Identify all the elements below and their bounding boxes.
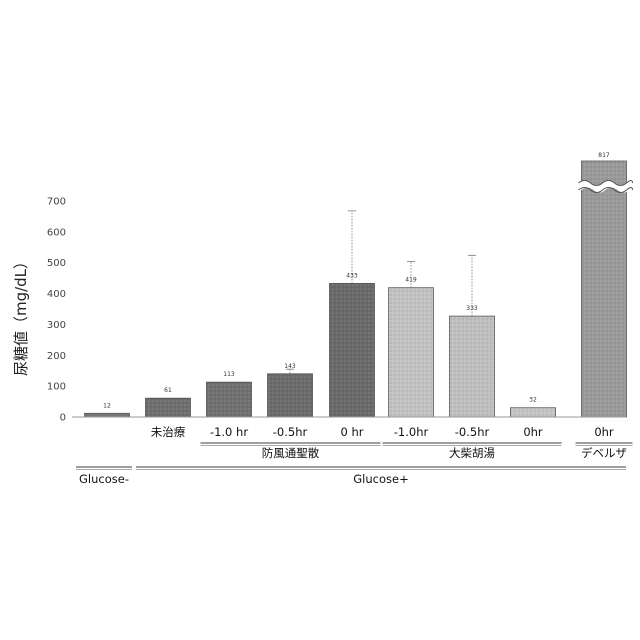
bar-texture — [206, 382, 252, 417]
bars — [84, 160, 633, 418]
category-label: 0 hr — [341, 425, 364, 439]
group-label: Glucose- — [79, 472, 129, 486]
bar-texture — [267, 373, 313, 417]
category-label: -0.5hr — [273, 425, 308, 439]
category-label: 0hr — [594, 425, 614, 439]
data-label: 143 — [284, 363, 296, 370]
bar-texture — [510, 407, 556, 417]
bar-texture — [388, 287, 434, 417]
category-label: -1.0hr — [394, 425, 429, 439]
y-tick-label: 200 — [47, 351, 66, 362]
category-labels: 未治療 -1.0 hr -0.5hr 0 hr -1.0hr -0.5hr 0hr 0hr — [151, 425, 614, 439]
y-tick-label: 600 — [47, 227, 66, 238]
data-label: 61 — [164, 387, 172, 394]
data-label: 419 — [405, 277, 417, 284]
y-tick-label: 0 — [60, 413, 66, 424]
data-label: 12 — [103, 402, 111, 409]
data-label: 333 — [466, 305, 478, 312]
y-tick-label: 100 — [47, 382, 66, 393]
data-labels: 12 61 113 143 433 419 333 32 817 — [103, 152, 610, 409]
bar-texture — [145, 398, 191, 417]
data-label: 113 — [223, 371, 235, 378]
bar-texture — [84, 413, 130, 417]
data-label: 817 — [598, 152, 610, 159]
group-labels: 防風通聖散 大柴胡湯 デベルザ Glucose- Glucose+ — [76, 442, 633, 486]
error-bars — [286, 210, 476, 374]
y-axis-label: 尿糖値（mg/dL） — [12, 254, 30, 376]
group-label: デベルザ — [581, 446, 627, 460]
group-label: 防風通聖散 — [262, 446, 320, 460]
bar-texture — [329, 283, 375, 417]
y-tick-label: 400 — [47, 289, 66, 300]
bar-texture — [581, 161, 627, 417]
y-ticks: 0 100 200 300 400 500 600 700 — [47, 197, 66, 424]
group-label: Glucose+ — [353, 472, 408, 486]
data-label: 433 — [346, 272, 358, 279]
y-tick-label: 700 — [47, 197, 66, 208]
axis-break-gap — [575, 180, 633, 193]
axis-break-line — [578, 187, 633, 193]
axis-break-line — [578, 180, 633, 186]
y-tick-label: 300 — [47, 320, 66, 331]
bar-texture — [449, 316, 495, 417]
category-label: 未治療 — [151, 425, 186, 439]
category-label: -1.0 hr — [210, 425, 248, 439]
category-label: 0hr — [523, 425, 543, 439]
category-label: -0.5hr — [455, 425, 490, 439]
data-label: 32 — [529, 397, 537, 404]
y-tick-label: 500 — [47, 258, 66, 269]
group-label: 大柴胡湯 — [449, 446, 495, 460]
